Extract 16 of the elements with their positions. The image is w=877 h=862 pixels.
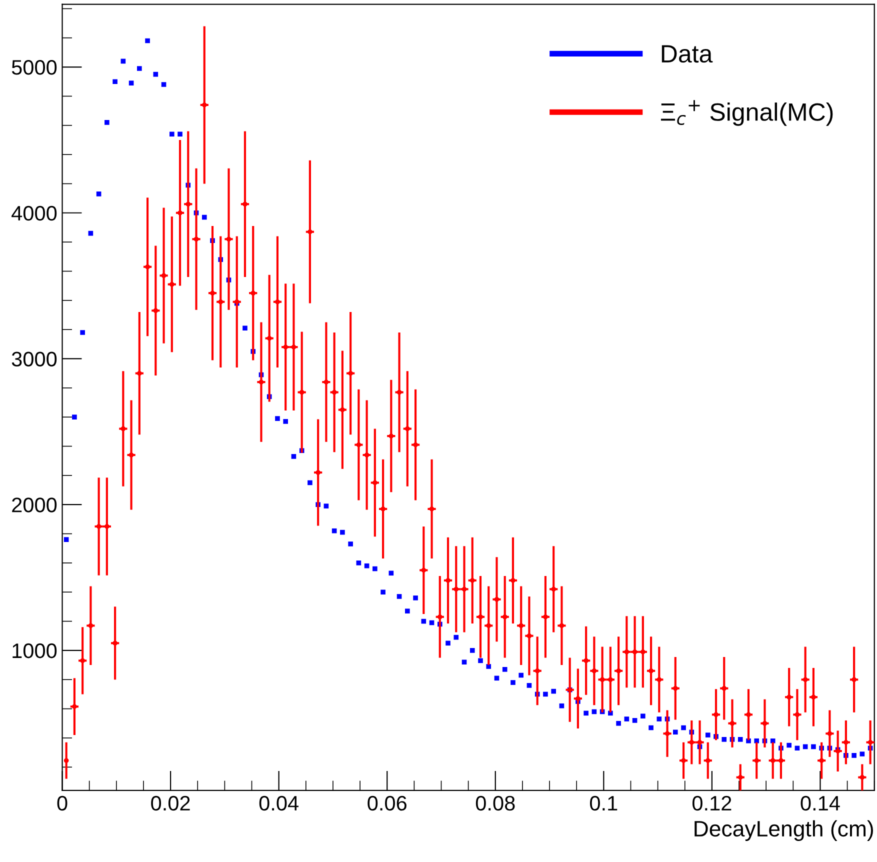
legend-label: Data [662,45,713,63]
legend-label: Ξ$_{c}$$^{+}$ Signal(MC) [660,100,833,126]
x-tick-label: 0.04 [259,796,298,811]
y-tick-label: 5000 [12,60,57,75]
x-tick-label: 0.08 [476,796,515,811]
x-tick-label: 0.12 [692,796,732,811]
x-tick-label: 0.14 [800,796,840,811]
y-tick-label: 4000 [12,206,57,221]
x-tick-label: 0.1 [590,796,618,811]
x-axis-title: DecayLength (cm) [694,820,873,842]
x-tick-label: 0 [57,796,68,811]
x-tick-label: 0.06 [368,796,406,811]
y-tick-label: 1000 [12,643,57,658]
y-tick-label: 3000 [12,352,57,366]
y-tick-label: 2000 [12,498,57,512]
x-tick-label: 0.02 [151,796,190,811]
